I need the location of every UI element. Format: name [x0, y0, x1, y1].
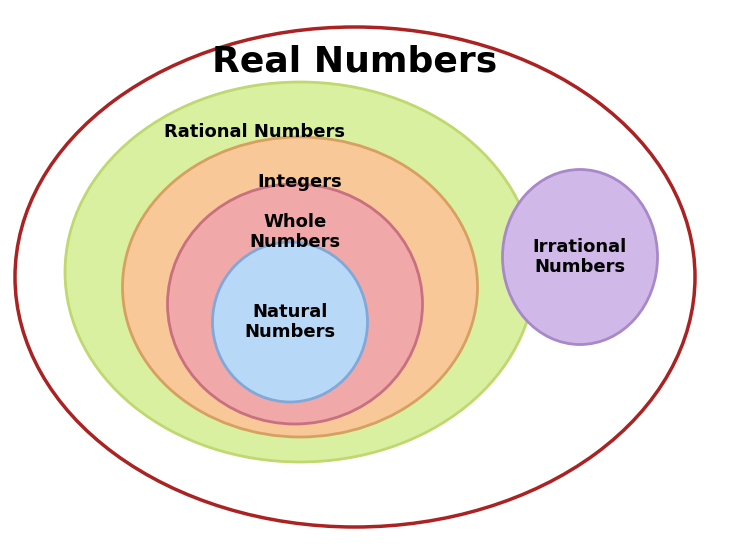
Text: Integers: Integers: [258, 173, 342, 191]
Ellipse shape: [15, 27, 695, 527]
Text: Whole
Numbers: Whole Numbers: [250, 213, 341, 251]
Ellipse shape: [168, 184, 422, 424]
Ellipse shape: [503, 169, 657, 344]
Ellipse shape: [213, 242, 367, 402]
Text: Rational Numbers: Rational Numbers: [165, 123, 345, 141]
Text: Irrational
Numbers: Irrational Numbers: [533, 237, 627, 277]
Ellipse shape: [65, 82, 535, 462]
Text: Real Numbers: Real Numbers: [213, 45, 498, 79]
Ellipse shape: [122, 137, 478, 437]
Text: Natural
Numbers: Natural Numbers: [244, 302, 336, 341]
